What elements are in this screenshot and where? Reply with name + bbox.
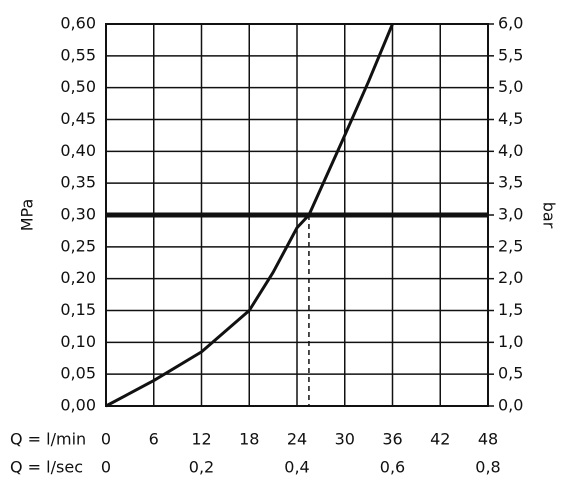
y-tick-label: 0,50	[60, 77, 96, 96]
y-axis-label: MPa	[18, 199, 37, 232]
data-line	[105, 23, 394, 408]
y2-axis-label: bar	[540, 202, 559, 229]
y-tick-label: 0,25	[60, 236, 96, 255]
x-tick-label: 48	[478, 430, 498, 449]
y2-tick-label: 6,0	[498, 14, 523, 33]
y-tick-label: 0,35	[60, 173, 96, 192]
y-tick-label: 0,00	[60, 396, 96, 415]
y2-tick-label: 4,0	[498, 141, 523, 160]
y2-tick-label: 2,5	[498, 236, 523, 255]
x-tick-label: 30	[335, 430, 355, 449]
x2-axis-label: Q = l/sec	[10, 458, 83, 477]
x2-tick-label: 0	[101, 458, 111, 477]
x-tick-label: 36	[382, 430, 402, 449]
y2-tick-label: 5,5	[498, 45, 523, 64]
x-tick-label: 6	[149, 430, 159, 449]
y2-tick-label: 4,5	[498, 109, 523, 128]
x-tick-label: 18	[239, 430, 259, 449]
y2-tick-label: 0,5	[498, 364, 523, 383]
y-tick-label: 0,20	[60, 268, 96, 287]
y2-tick-label: 5,0	[498, 77, 523, 96]
y-tick-label: 0,60	[60, 14, 96, 33]
y2-tick-label: 1,5	[498, 300, 523, 319]
x-tick-label: 42	[430, 430, 450, 449]
y-tick-label: 0,15	[60, 300, 96, 319]
y-tick-label: 0,45	[60, 109, 96, 128]
x-tick-label: 24	[287, 430, 307, 449]
y2-tick-label: 1,0	[498, 332, 523, 351]
y2-tick-label: 0,0	[498, 396, 523, 415]
y-tick-label: 0,30	[60, 205, 96, 224]
x-tick-label: 12	[191, 430, 211, 449]
y-tick-label: 0,10	[60, 332, 96, 351]
x2-tick-label: 0,6	[380, 458, 405, 477]
x2-tick-label: 0,8	[475, 458, 500, 477]
x-axis-label: Q = l/min	[10, 430, 86, 449]
y2-tick-label: 2,0	[498, 268, 523, 287]
x2-tick-label: 0,2	[189, 458, 214, 477]
y2-tick-label: 3,5	[498, 173, 523, 192]
y-tick-label: 0,40	[60, 141, 96, 160]
y-tick-label: 0,55	[60, 45, 96, 64]
x-tick-label: 0	[101, 430, 111, 449]
x2-tick-label: 0,4	[284, 458, 309, 477]
y2-tick-label: 3,0	[498, 205, 523, 224]
y-tick-label: 0,05	[60, 364, 96, 383]
